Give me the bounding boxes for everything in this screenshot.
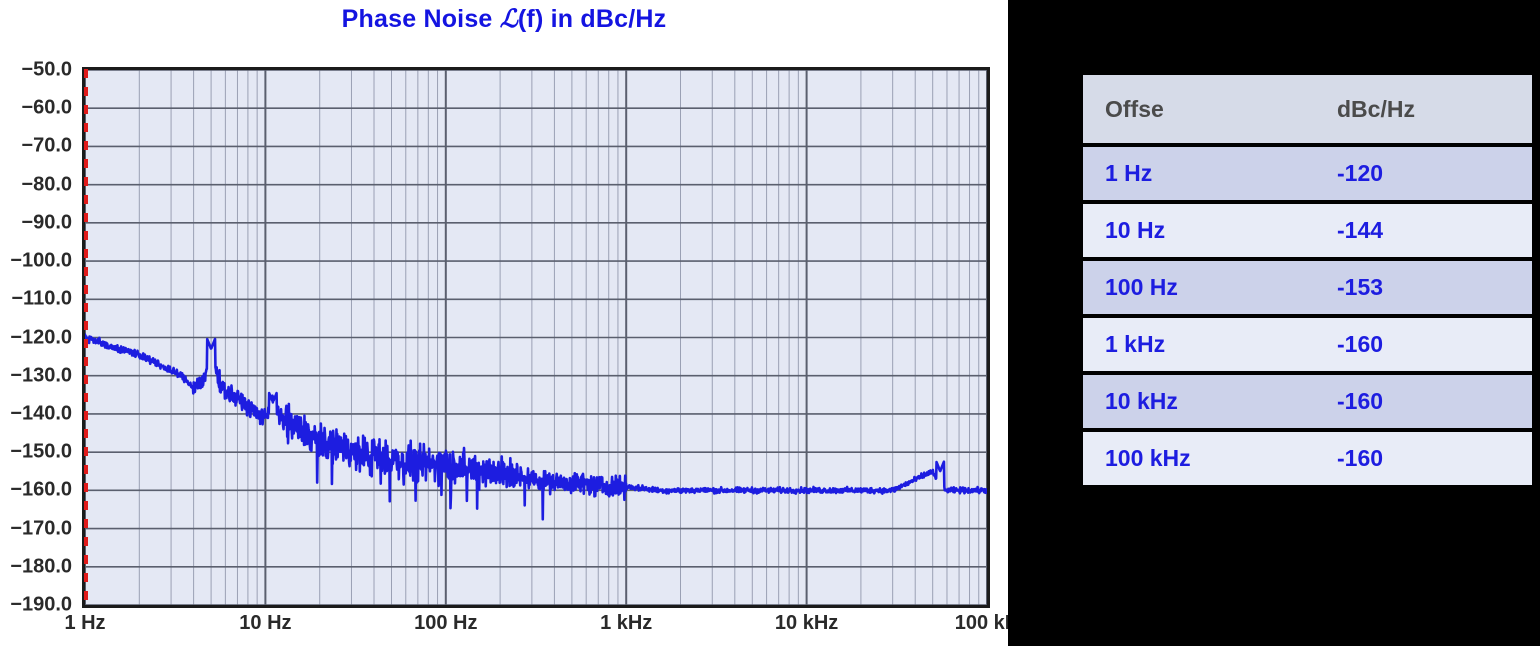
- cell-dbc: -144: [1337, 217, 1384, 243]
- plot-area: [82, 67, 990, 608]
- cell-dbc: -153: [1337, 274, 1384, 300]
- column-header-dbc: dBc/Hz: [1337, 95, 1415, 122]
- y-axis-tick-label: −110.0: [11, 287, 72, 310]
- cell-offset: 1 Hz: [1105, 160, 1153, 186]
- chart-title-suffix: (f) in dBc/Hz: [517, 5, 667, 33]
- column-header-offset: Offse: [1105, 95, 1164, 122]
- table-row[interactable]: 10 kHz -160: [1083, 375, 1532, 428]
- table-row[interactable]: 10 Hz -144: [1083, 204, 1532, 257]
- table-row[interactable]: 1 kHz -160: [1083, 318, 1532, 371]
- table-row[interactable]: 100 kHz -160: [1083, 432, 1532, 485]
- x-axis-tick-label: 100 kH: [954, 612, 1020, 634]
- x-axis-tick-labels: 1 Hz 10 Hz 100 Hz 1 kHz 10 kHz 100 kH: [0, 612, 1019, 646]
- cell-offset: 1 kHz: [1105, 331, 1166, 357]
- x-axis-tick-label: 1 Hz: [64, 612, 106, 634]
- y-axis-tick-label: −180.0: [10, 555, 72, 578]
- cell-offset: 100 Hz: [1105, 274, 1178, 300]
- chart-panel: Phase Noise ℒ(f) in dBc/Hz −50.0 −60.0 −70…: [0, 4, 1020, 646]
- cell-dbc: -160: [1337, 331, 1384, 357]
- y-axis-tick-label: −140.0: [10, 402, 72, 425]
- y-axis-tick-label: −120.0: [10, 326, 72, 348]
- y-axis-tick-labels: −50.0 −60.0 −70.0 −80.0 −90.0 −100.0 −110.0 −12…: [0, 59, 76, 616]
- cell-offset: 10 kHz: [1105, 388, 1178, 414]
- phase-noise-table: Offse dBc/Hz 1 Hz -120 10 Hz -144 100 Hz…: [1083, 75, 1532, 489]
- plot-inner: [85, 70, 987, 605]
- phase-noise-plot-svg: [85, 70, 987, 605]
- chart-title-prefix: Phase Noise: [341, 5, 500, 33]
- grid-decade-lines: [85, 70, 987, 605]
- y-axis-tick-label: −130.0: [10, 364, 72, 387]
- y-axis-tick-label: −50.0: [21, 58, 72, 81]
- y-axis-tick-label: −100.0: [10, 249, 72, 272]
- y-axis-tick-label: −70.0: [21, 134, 72, 157]
- x-axis-tick-label: 100 Hz: [414, 612, 478, 634]
- x-axis-tick-label: 10 Hz: [239, 612, 292, 634]
- cell-offset: 10 Hz: [1105, 217, 1166, 243]
- y-axis-tick-label: −80.0: [21, 173, 72, 196]
- grid-horizontal-lines: [85, 70, 987, 605]
- chart-title-script-l: ℒ: [499, 6, 518, 33]
- cell-dbc: -160: [1337, 445, 1384, 471]
- y-axis-tick-label: −150.0: [10, 440, 72, 463]
- y-axis-tick-label: −190.0: [10, 593, 72, 616]
- cell-dbc: -160: [1337, 388, 1384, 414]
- table-header-row: Offse dBc/Hz: [1083, 75, 1532, 143]
- chart-title: Phase Noise ℒ(f) in dBc/Hz: [0, 4, 1008, 34]
- cell-offset: 100 kHz: [1105, 445, 1191, 471]
- cell-dbc: -120: [1337, 160, 1384, 186]
- left-axis-red-marker: [84, 69, 88, 606]
- y-axis-tick-label: −90.0: [21, 211, 72, 234]
- x-axis-tick-label: 1 kHz: [600, 612, 653, 634]
- x-axis-tick-label: 10 kHz: [774, 612, 839, 634]
- y-axis-tick-label: −160.0: [10, 478, 72, 501]
- table-row[interactable]: 1 Hz -120: [1083, 147, 1532, 200]
- table-row[interactable]: 100 Hz -153: [1083, 261, 1532, 314]
- phase-noise-trace: [85, 333, 987, 521]
- y-axis-tick-label: −170.0: [10, 517, 72, 540]
- y-axis-tick-label: −60.0: [21, 96, 72, 119]
